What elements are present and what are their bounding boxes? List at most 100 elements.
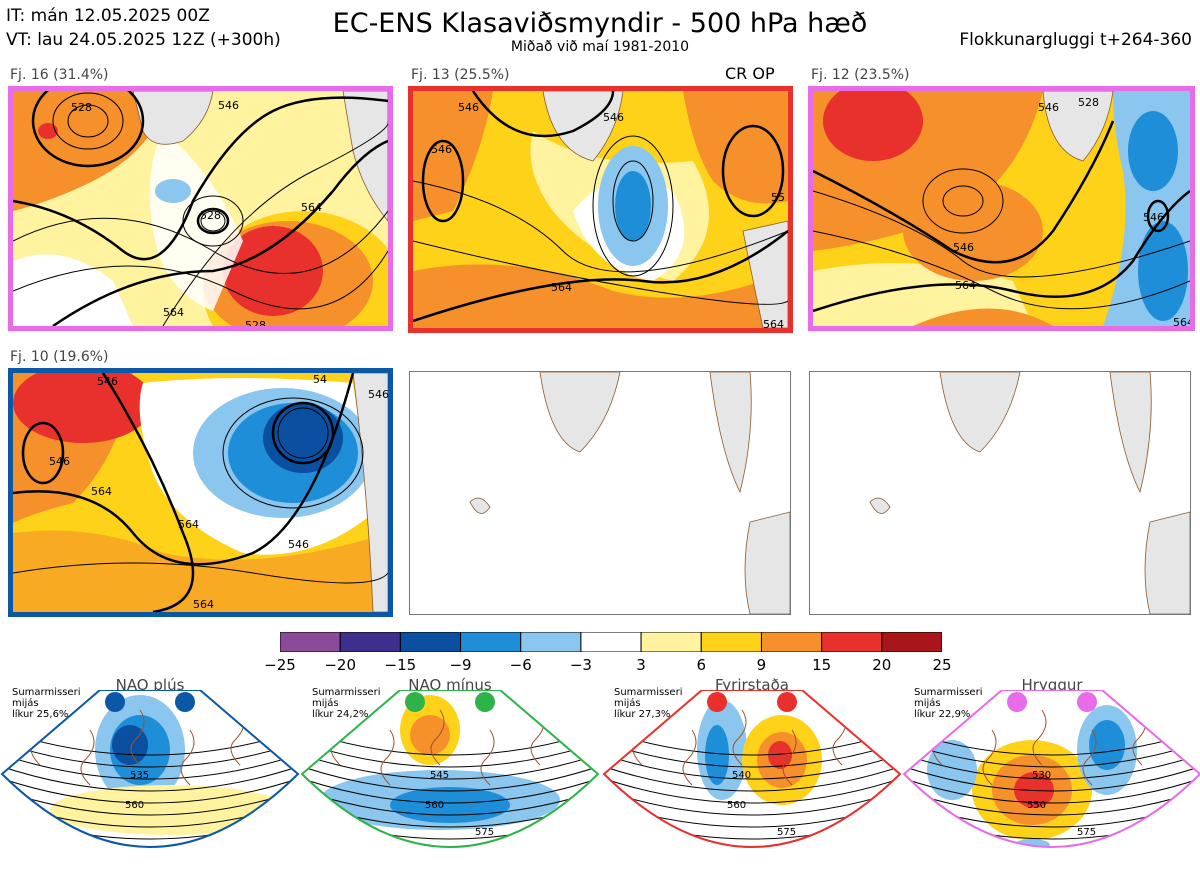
cluster-map-2[interactable]: 546 546 546 564 55 564: [408, 86, 793, 333]
contour-label: 564: [178, 518, 199, 531]
contour-label: 546: [458, 101, 479, 114]
contour-label: 535: [130, 770, 149, 781]
contour-label: 564: [91, 485, 112, 498]
regime-marker: [105, 692, 125, 712]
height-contour: [604, 789, 900, 816]
contour-label: 564: [163, 306, 184, 319]
contour-label: 528: [1078, 96, 1099, 109]
height-contour: [302, 777, 598, 804]
colorbar-swatch: [580, 631, 642, 653]
anomaly-shade: [768, 741, 792, 769]
contour-label: 575: [475, 827, 494, 838]
colorbar-tick-label: −15: [384, 656, 417, 674]
colorbar-tick-label: −25: [264, 656, 296, 674]
regime-info: Sumarmisseri mijás líkur 27,3%: [614, 687, 683, 720]
height-contour: [2, 789, 298, 816]
anomaly-shade: [1089, 720, 1125, 770]
coastline: [480, 729, 495, 786]
height-contour: [904, 741, 1200, 768]
contour-label: 546: [1038, 101, 1059, 114]
panel-label: Fj. 16 (31.4%): [10, 67, 109, 83]
colorbar-tick-label: −9: [449, 656, 472, 674]
contour-label: 550: [1027, 800, 1046, 811]
contour-label: 575: [777, 827, 796, 838]
contour-label: 560: [727, 800, 746, 811]
colorbar-tick-label: 6: [696, 656, 707, 674]
fan-outline: [902, 690, 1200, 848]
cluster-map-3[interactable]: 546 528 546 564 546 564: [808, 86, 1195, 331]
height-contour: [302, 741, 598, 768]
control-op-tag: CR OP: [725, 64, 775, 83]
anomaly-shade: [50, 785, 290, 835]
contour-label: 546: [218, 99, 239, 112]
cluster-map-1[interactable]: 528 546 528 564 564 528: [8, 86, 393, 331]
contour-label: 575: [1077, 827, 1096, 838]
contour-label: 546: [1143, 211, 1164, 224]
height-contour: [302, 753, 598, 780]
contour-label: 564: [551, 281, 572, 294]
height-contour: [904, 765, 1200, 792]
height-contour: [604, 741, 900, 768]
valid-time: VT: lau 24.05.2025 12Z (+300h): [6, 30, 281, 50]
issue-time: IT: mán 12.05.2025 00Z: [6, 6, 210, 26]
colorbar-tick-label: −3: [569, 656, 592, 674]
contour-label: 564: [955, 279, 976, 292]
coastline: [682, 729, 697, 786]
coastline: [1082, 729, 1097, 786]
colorbar-swatch: [881, 631, 943, 653]
colorbar-swatch: [760, 631, 823, 653]
regime-map[interactable]: 545 560 575: [300, 690, 600, 870]
height-contour: [2, 753, 298, 780]
contour-label: 546: [97, 375, 118, 388]
regime-map[interactable]: 530 550 575: [902, 690, 1200, 870]
coastline: [782, 729, 797, 786]
colorbar-swatch: [520, 631, 582, 653]
colorbar-swatch: [700, 631, 762, 653]
colorbar-swatch: [460, 631, 522, 653]
contour-label: 546: [288, 538, 309, 551]
coastline: [732, 709, 747, 766]
colorbar-swatch: [399, 631, 462, 653]
contour-label: 546: [49, 455, 70, 468]
colorbar-tick-label: 3: [636, 656, 646, 674]
regime-marker: [777, 692, 797, 712]
contour-label: 530: [1032, 770, 1051, 781]
regime-marker: [175, 692, 195, 712]
regime-map[interactable]: 535 560: [0, 690, 300, 870]
regime-info: Sumarmisseri mijás líkur 24,2%: [312, 687, 381, 720]
coastline: [180, 729, 195, 786]
contour-label: 564: [301, 201, 322, 214]
contour-label: 546: [953, 241, 974, 254]
page-title: EC-ENS Klasaviðsmyndir - 500 hPa hæð: [332, 8, 868, 39]
regime-marker: [707, 692, 727, 712]
contour-label: 564: [763, 318, 784, 328]
coastline: [1032, 709, 1047, 766]
cluster-map-4[interactable]: 546 546 564 564 546 54 546 564: [8, 368, 393, 617]
height-contour: [2, 741, 298, 768]
contour-label: 528: [71, 101, 92, 114]
contour-label: 560: [125, 800, 144, 811]
regime-marker: [1077, 692, 1097, 712]
colorbar-tick-label: 25: [932, 656, 952, 674]
colorbar-swatch: [821, 631, 883, 653]
header-dates: IT: mán 12.05.2025 00Z VT: lau 24.05.202…: [6, 4, 281, 52]
panel-label: Fj. 13 (25.5%): [411, 67, 510, 83]
regime-map[interactable]: 540 560 575: [602, 690, 902, 870]
anomaly-shade: [1014, 772, 1054, 808]
contour-label: 546: [368, 388, 388, 401]
regime-info: Sumarmisseri mijás líkur 25,6%: [12, 687, 81, 720]
colorbar: [279, 631, 943, 653]
empty-map-5: [409, 371, 791, 615]
height-contour: [904, 777, 1200, 804]
regime-marker: [475, 692, 495, 712]
contour-label: 528: [200, 209, 221, 222]
height-contour: [904, 753, 1200, 780]
regime-marker: [405, 692, 425, 712]
panel-label: Fj. 12 (23.5%): [811, 67, 910, 83]
colorbar-tick-label: −6: [509, 656, 532, 674]
panel-label: Fj. 10 (19.6%): [10, 349, 109, 365]
colorbar-swatch: [640, 631, 702, 653]
height-contour: [2, 777, 298, 804]
anomaly-shade: [112, 725, 148, 765]
height-contour: [604, 777, 900, 804]
